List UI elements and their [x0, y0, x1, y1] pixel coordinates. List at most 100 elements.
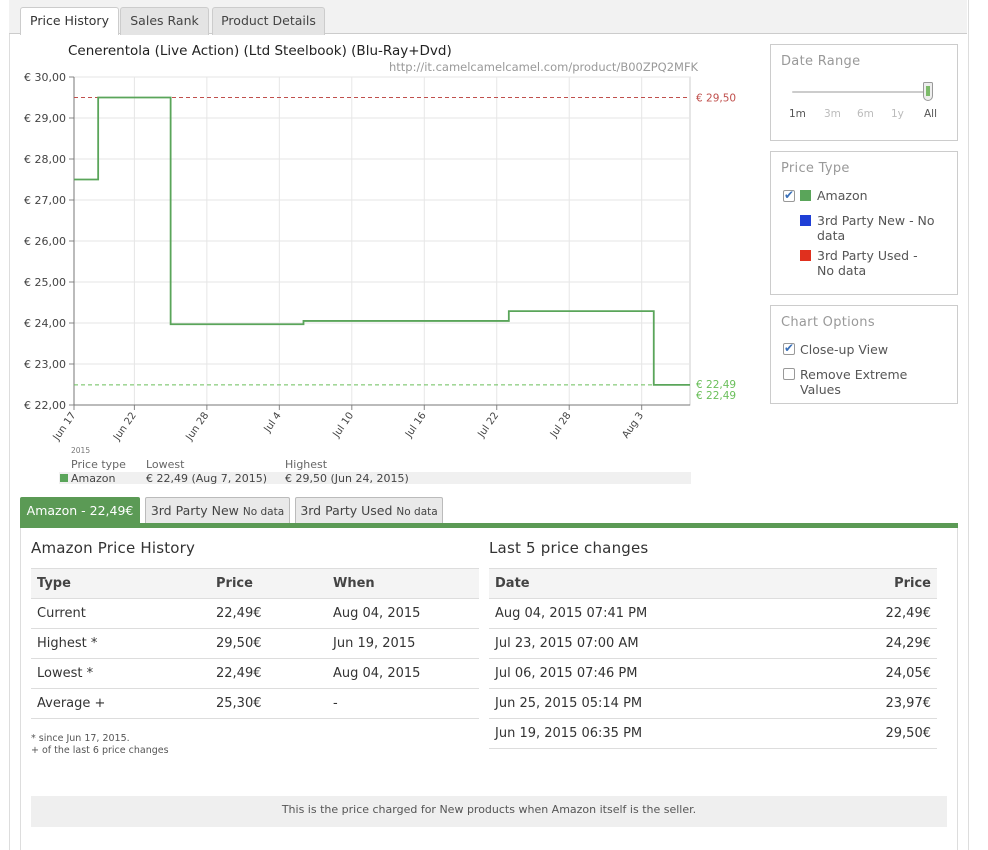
amazon-color-swatch [800, 190, 811, 201]
change-price: 23,97€ [820, 688, 937, 719]
third-party-used-swatch [800, 250, 811, 261]
history-price: 29,50€ [210, 628, 327, 659]
chart-legend-table: Price type Lowest Highest Amazon € 22,49… [59, 458, 691, 485]
x-tick-label: Jul 10 [331, 410, 357, 440]
change-date: Jun 19, 2015 06:35 PM [489, 718, 821, 749]
price-chart: € 30,00 € 29,00 € 28,00 € 27,00 € 26,00 € 25,… [24, 71, 736, 443]
changes-header-date: Date [489, 568, 821, 599]
close-up-view-checkbox[interactable] [783, 341, 795, 355]
date-range-slider-track[interactable] [792, 91, 932, 93]
y-tick-label: € 23,00 [24, 358, 66, 371]
table-row: Lowest * 22,49€ Aug 04, 2015 [31, 658, 479, 689]
y-tick-label: € 27,00 [24, 194, 66, 207]
price-type-panel: Price Type Amazon 3rd Party New - No dat… [770, 151, 958, 295]
history-table: Type Price When Current 22,49€ Aug 04, 2… [31, 568, 479, 719]
price-type-amazon-label[interactable]: Amazon [817, 188, 868, 203]
change-date: Jun 25, 2015 05:14 PM [489, 688, 821, 719]
date-range-panel: Date Range 1m 3m 6m 1y All [770, 44, 958, 141]
amazon-checkbox[interactable] [783, 188, 795, 202]
price-type-used-label[interactable]: 3rd Party Used - No data [817, 248, 918, 278]
range-option-1m[interactable]: 1m [789, 108, 806, 120]
table-row: Jul 23, 2015 07:00 AM 24,29€ [489, 628, 937, 659]
change-date: Jul 06, 2015 07:46 PM [489, 658, 821, 689]
legend-lowest: € 22,49 (Aug 7, 2015) [146, 472, 268, 485]
legend-header-type: Price type [71, 458, 126, 471]
top-tab-bar: Price History Sales Rank Product Details [9, 0, 967, 35]
price-type-new-label[interactable]: 3rd Party New - No data [817, 213, 935, 243]
table-row: Average + 25,30€ - [31, 688, 479, 719]
x-tick-label: Jun 22 [111, 410, 139, 443]
x-tick-label: Jul 16 [403, 410, 429, 440]
history-type: Current [31, 598, 210, 629]
tab-third-party-used[interactable]: 3rd Party Used No data [295, 497, 443, 524]
y-tick-label: € 26,00 [24, 235, 66, 248]
history-type: Average + [31, 688, 210, 719]
amazon-swatch [60, 474, 68, 482]
remove-extreme-label[interactable]: Remove Extreme Values [800, 367, 908, 397]
history-when: Aug 04, 2015 [327, 658, 479, 689]
y-tick-label: € 28,00 [24, 153, 66, 166]
price-type-title: Price Type [781, 161, 850, 176]
tab-used-suffix: No data [396, 506, 438, 518]
history-price: 22,49€ [210, 658, 327, 689]
legend-highest: € 29,50 (Jun 24, 2015) [285, 472, 409, 485]
history-type: Lowest * [31, 658, 210, 689]
y-tick-label: € 24,00 [24, 317, 66, 330]
tab-sales-rank[interactable]: Sales Rank [120, 7, 209, 35]
history-header-type: Type [31, 568, 210, 599]
range-option-all[interactable]: All [924, 108, 938, 120]
chart-options-panel: Chart Options Close-up View Remove Extre… [770, 305, 958, 404]
history-price: 22,49€ [210, 598, 327, 629]
tab-content [20, 528, 958, 850]
tab-product-details[interactable]: Product Details [212, 7, 325, 35]
history-when: Jun 19, 2015 [327, 628, 479, 659]
tab-underline-bar [20, 523, 958, 528]
x-tick-label: Aug 3 [620, 410, 646, 440]
x-tick-label: Jun 17 [51, 410, 79, 443]
table-row: Jul 06, 2015 07:46 PM 24,05€ [489, 658, 937, 689]
remove-extreme-checkbox[interactable] [783, 368, 795, 380]
history-title: Amazon Price History [31, 539, 196, 557]
history-note-since: * since Jun 17, 2015. [31, 733, 130, 744]
x-tick-label: Jul 22 [476, 410, 502, 440]
history-when: - [327, 688, 479, 719]
max-price-label: € 29,50 [696, 93, 736, 105]
table-row: Current 22,49€ Aug 04, 2015 [31, 598, 479, 629]
history-header-price: Price [210, 568, 327, 599]
footer-note: This is the price charged for New produc… [31, 796, 947, 827]
table-row: Jun 19, 2015 06:35 PM 29,50€ [489, 718, 937, 749]
table-row: Aug 04, 2015 07:41 PM 22,49€ [489, 598, 937, 629]
table-row: Highest * 29,50€ Jun 19, 2015 [31, 628, 479, 659]
min-price-label: € 22,49 [696, 379, 736, 391]
x-tick-label: Jul 4 [262, 410, 284, 435]
product-url[interactable]: http://it.camelcamelcamel.com/product/B0… [389, 60, 699, 74]
y-tick-label: € 29,00 [24, 112, 66, 125]
change-price: 24,29€ [820, 628, 937, 659]
y-tick-label: € 25,00 [24, 276, 66, 289]
table-row: Jun 25, 2015 05:14 PM 23,97€ [489, 688, 937, 719]
range-option-1y[interactable]: 1y [891, 108, 904, 120]
current-price-label: € 22,49 [696, 390, 736, 402]
change-price: 22,49€ [820, 598, 937, 629]
tab-third-party-new[interactable]: 3rd Party New No data [145, 497, 290, 524]
x-tick-label: Jun 28 [184, 410, 212, 443]
history-price: 25,30€ [210, 688, 327, 719]
range-option-3m[interactable]: 3m [824, 108, 841, 120]
tab-price-history[interactable]: Price History [20, 7, 119, 35]
range-option-6m[interactable]: 6m [857, 108, 874, 120]
legend-row-amazon: Amazon € 22,49 (Aug 7, 2015) € 29,50 (Ju… [59, 472, 691, 485]
changes-table: Date Price Aug 04, 2015 07:41 PM 22,49€ … [489, 568, 937, 749]
legend-header-highest: Highest [285, 458, 328, 471]
history-note-average: + of the last 6 price changes [31, 745, 169, 756]
legend-type: Amazon [71, 472, 116, 485]
history-type: Highest * [31, 628, 210, 659]
date-range-slider-handle[interactable] [923, 82, 933, 101]
tab-new-label: 3rd Party New [150, 503, 243, 518]
chart-title: Cenerentola (Live Action) (Ltd Steelbook… [68, 43, 452, 59]
x-tick-label: Jul 28 [548, 410, 574, 440]
tab-amazon[interactable]: Amazon - 22,49€ [20, 497, 140, 524]
close-up-view-label[interactable]: Close-up View [800, 342, 889, 357]
date-range-title: Date Range [781, 54, 861, 69]
series-line-amazon [74, 96, 690, 386]
y-tick-label: € 30,00 [24, 71, 66, 84]
